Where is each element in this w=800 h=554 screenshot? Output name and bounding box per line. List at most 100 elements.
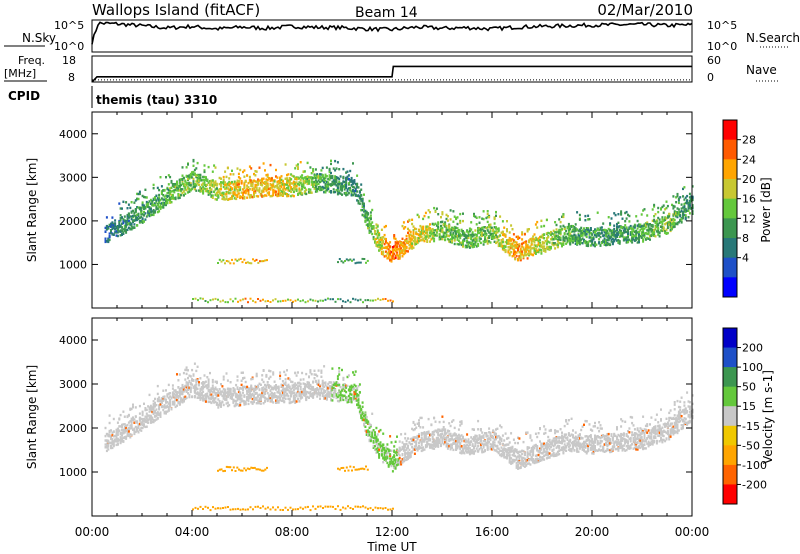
velocity-point (112, 442, 115, 445)
velocity-point (268, 369, 271, 372)
power-point (382, 298, 384, 301)
power-point (444, 222, 447, 226)
power-point (507, 240, 510, 243)
power-point (250, 167, 253, 170)
power-point (507, 246, 510, 249)
power-point (255, 258, 258, 261)
velocity-point (269, 393, 272, 396)
power-point (500, 243, 503, 246)
velocity-point (199, 390, 202, 393)
power-point (380, 247, 383, 250)
power-point (691, 212, 694, 215)
power-point (676, 207, 679, 210)
velocity-point (118, 429, 121, 433)
power-point (486, 212, 489, 216)
power-scatter (104, 158, 694, 304)
power-point (137, 192, 140, 196)
power-point (378, 249, 381, 252)
velocity-point (148, 393, 151, 397)
velocity-point (148, 418, 151, 421)
power-point (636, 231, 639, 234)
power-point (638, 233, 640, 236)
power-point (559, 225, 562, 228)
power-point (215, 182, 218, 186)
power-point (412, 236, 415, 239)
power-point (237, 189, 240, 192)
power-point (495, 214, 497, 217)
power-point (489, 241, 492, 244)
power-point (643, 224, 646, 227)
power-point (570, 239, 573, 243)
power-point (470, 235, 473, 239)
velocity-point (236, 393, 239, 396)
power-point (622, 229, 625, 232)
power-point (313, 173, 316, 176)
power-point (319, 177, 321, 180)
power-point (374, 299, 377, 302)
velocity-point (247, 395, 250, 399)
power-point (583, 227, 585, 230)
power-point (475, 216, 478, 219)
power-point (506, 220, 508, 223)
power-point (233, 188, 236, 191)
velocity-point (107, 440, 110, 444)
power-point (365, 261, 367, 264)
power-point (419, 224, 422, 228)
power-point (257, 178, 260, 181)
power-point (356, 261, 359, 264)
power-point (204, 177, 207, 181)
power-point (167, 191, 170, 194)
power-point (380, 251, 383, 254)
power-point (231, 181, 233, 184)
power-point (104, 230, 107, 233)
power-point (234, 297, 237, 300)
power-point (596, 227, 599, 231)
power-point (299, 175, 302, 178)
power-point (441, 230, 444, 233)
power-point (290, 194, 293, 198)
power-point (512, 254, 515, 257)
power-point (676, 195, 679, 198)
power-point (365, 223, 368, 227)
power-point (665, 200, 668, 203)
power-point (312, 169, 315, 172)
power-point (235, 184, 238, 187)
power-point (543, 245, 546, 248)
power-point (248, 165, 251, 168)
power-point (320, 176, 323, 179)
power-point (248, 195, 251, 199)
velocity-point (272, 373, 275, 376)
power-point (193, 188, 196, 191)
velocity-point (266, 398, 269, 401)
power-point (328, 183, 331, 186)
velocity-point (199, 387, 202, 390)
power-point (486, 242, 489, 245)
power-point (683, 204, 686, 207)
velocity-point (171, 400, 174, 404)
power-point (383, 246, 386, 249)
power-point (167, 183, 170, 186)
velocity-point (114, 439, 117, 442)
power-point (482, 243, 485, 246)
power-point (471, 235, 474, 238)
power-point (209, 299, 212, 302)
velocity-point (202, 397, 205, 400)
power-point (294, 299, 297, 302)
velocity-point (156, 399, 159, 403)
velocity-point (133, 418, 136, 421)
power-point (325, 166, 328, 169)
power-point (302, 184, 305, 187)
power-point (225, 175, 228, 179)
power-point (397, 256, 400, 259)
power-point (506, 228, 508, 231)
power-point (375, 223, 378, 226)
velocity-point (233, 404, 236, 407)
power-point (254, 174, 257, 177)
power-point (478, 236, 481, 239)
power-point (484, 230, 486, 233)
power-point (479, 227, 482, 231)
power-point (525, 242, 528, 246)
velocity-point (167, 402, 170, 405)
power-point (349, 188, 352, 192)
power-point (683, 209, 686, 212)
